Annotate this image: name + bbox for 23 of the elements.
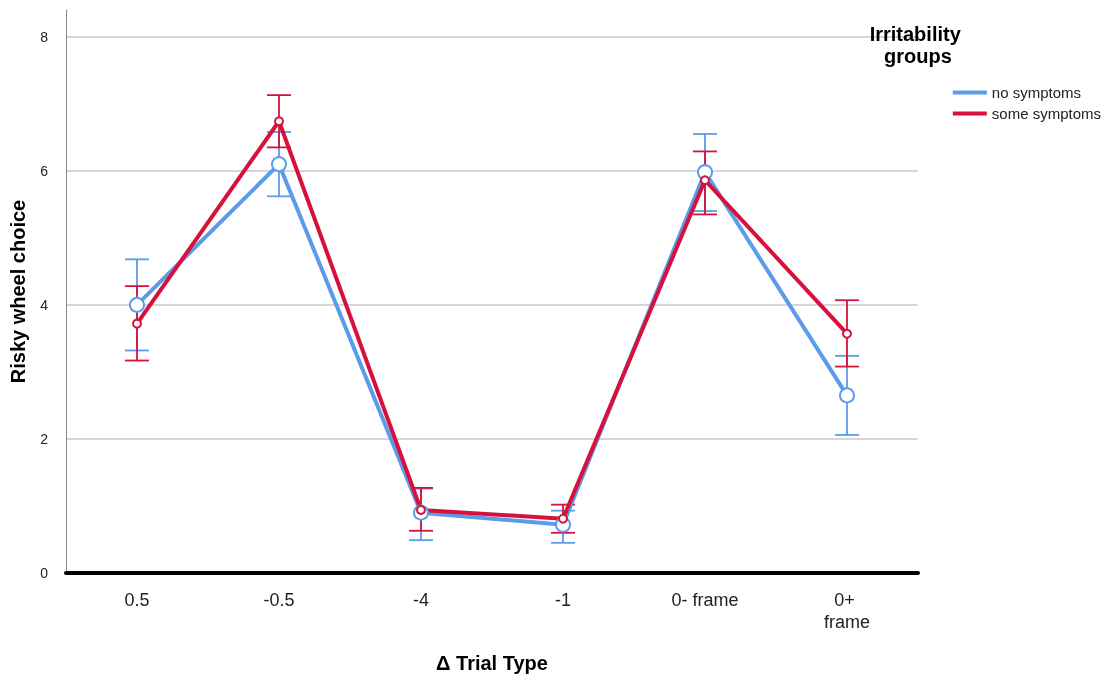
point bbox=[129, 296, 145, 313]
x-tick-label: 0.5 bbox=[124, 590, 150, 610]
point bbox=[132, 318, 142, 329]
y-tick-label: 8 bbox=[40, 28, 49, 45]
x-tick-label: 0- frame bbox=[671, 590, 739, 610]
y-axis-title: Risky wheel choice bbox=[7, 199, 29, 384]
legend-label: some symptoms bbox=[991, 105, 1102, 122]
y-tick-label: 2 bbox=[40, 430, 49, 447]
x-axis-title: Δ Trial Type bbox=[436, 652, 548, 674]
x-tick-label: 0+ frame bbox=[823, 590, 871, 632]
point bbox=[839, 387, 855, 404]
x-tick-label: -1 bbox=[554, 590, 572, 610]
point bbox=[842, 328, 852, 339]
point bbox=[558, 513, 568, 524]
y-tick-label: 6 bbox=[40, 162, 49, 179]
point bbox=[700, 175, 710, 186]
x-tick-label: -4 bbox=[412, 590, 430, 610]
x-tick-label: -0.5 bbox=[263, 590, 295, 610]
legend-label: no symptoms bbox=[991, 84, 1082, 101]
legend-title: Irritability groups bbox=[869, 23, 967, 67]
y-tick-label: 4 bbox=[40, 296, 49, 313]
point bbox=[271, 156, 287, 173]
y-tick-label: 0 bbox=[40, 565, 49, 581]
